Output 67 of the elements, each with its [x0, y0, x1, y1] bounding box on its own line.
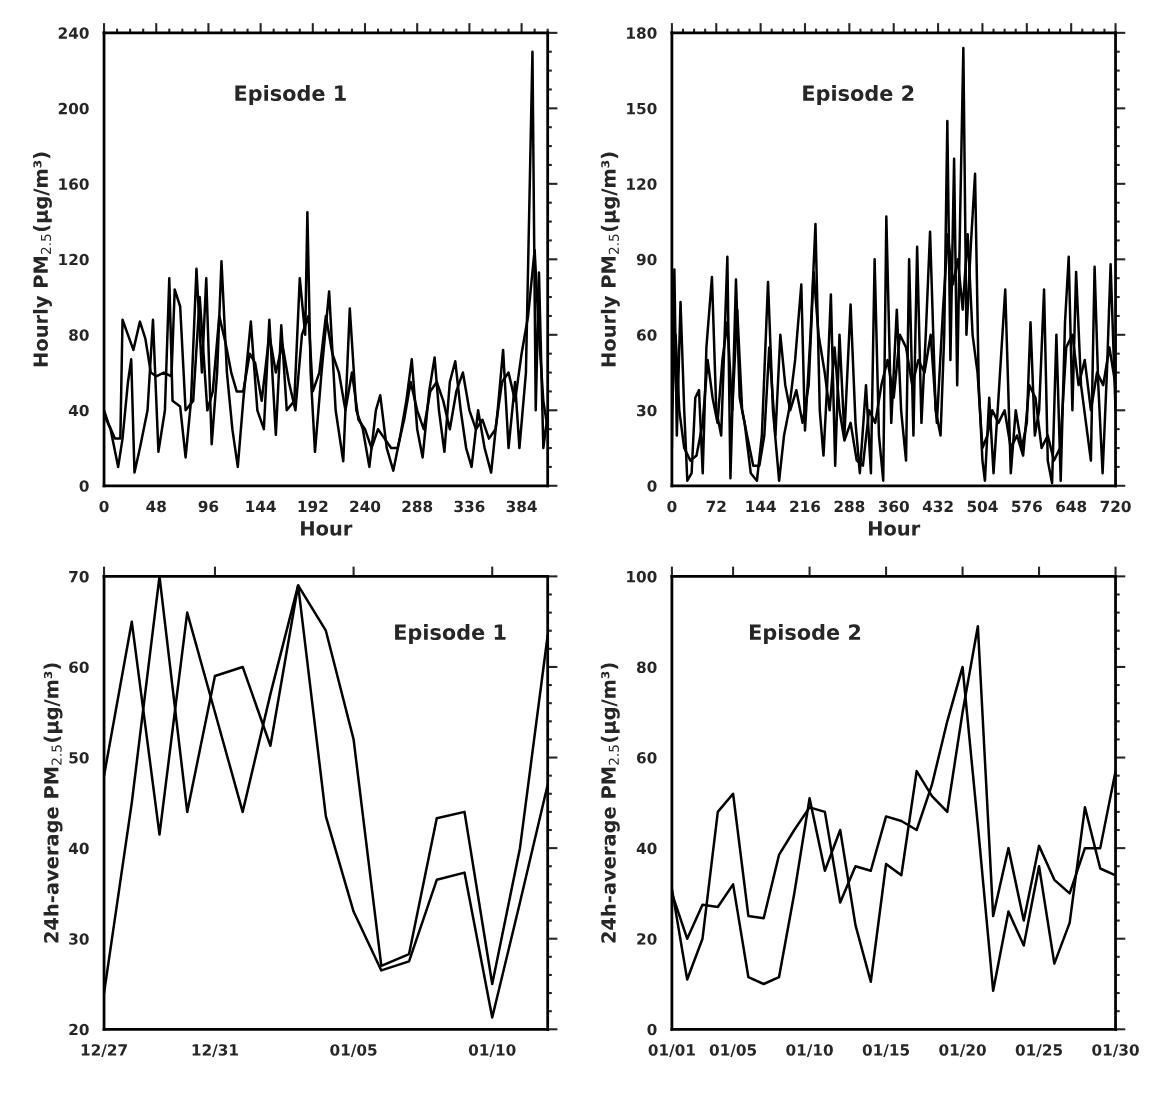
y-tick-label: 120 — [59, 253, 89, 266]
y-tick-label: 160 — [59, 178, 89, 190]
text: Episode 2 — [750, 623, 861, 645]
y-tick-label: 30 — [69, 933, 89, 945]
text: Episode 1 — [395, 623, 506, 645]
x-tick-label: 360 — [878, 500, 909, 513]
x-tick-label: 0 — [99, 500, 109, 513]
x-tick-label: 01/05 — [330, 1044, 377, 1057]
y-tick-label: 120 — [627, 178, 657, 190]
x-tick-label: 01/05 — [709, 1044, 757, 1057]
x-tick-label: 432 — [922, 500, 953, 513]
y-axis-title: Hourly PM$_{2.5}$(μg/m³) — [600, 152, 620, 367]
y-tick-label: 240 — [58, 27, 89, 39]
x-tick-label: 12/31 — [192, 1044, 238, 1057]
y-tick-label: 60 — [637, 752, 657, 764]
x-tick-label: 144 — [246, 500, 276, 512]
x-tick-label: 96 — [198, 500, 219, 513]
y-axis-title: 24h-average PM$_{2.5}$(μg/m³) — [43, 663, 63, 943]
y-tick-label: 0 — [647, 480, 657, 492]
y-tick-label: 200 — [58, 102, 89, 115]
y-tick-label: 80 — [69, 329, 89, 341]
x-tick-label: 720 — [1100, 500, 1131, 513]
x-tick-label: 72 — [706, 500, 726, 512]
y-tick-label: 0 — [79, 480, 89, 492]
y-tick-label: 60 — [637, 329, 657, 341]
y-tick-label: 40 — [68, 404, 89, 417]
x-tick-label: 144 — [746, 500, 776, 512]
x-tick-label: 504 — [967, 500, 998, 513]
x-tick-label: 12/27 — [81, 1044, 127, 1057]
x-tick-label: 01/10 — [468, 1044, 516, 1057]
x-tick-label: 01/01 — [648, 1044, 695, 1057]
y-tick-label: 20 — [637, 933, 657, 945]
y-tick-label: 60 — [69, 661, 89, 673]
x-tick-label: 216 — [790, 500, 821, 513]
y-tick-label: 20 — [69, 1023, 89, 1036]
x-tick-label: 576 — [1012, 500, 1042, 513]
x-axis-title: Hour — [301, 521, 353, 536]
y-tick-label: 90 — [636, 253, 657, 266]
x-axis-title: Hour — [868, 521, 921, 536]
x-tick-label: 01/10 — [786, 1044, 833, 1057]
x-tick-label: 648 — [1056, 500, 1087, 513]
text: Episode 2 — [803, 84, 914, 106]
y-tick-label: 40 — [636, 842, 657, 855]
y-tick-label: 180 — [627, 27, 657, 39]
y-tick-label: 70 — [69, 570, 89, 583]
x-tick-label: 192 — [298, 500, 328, 513]
x-tick-label: 336 — [454, 500, 485, 513]
x-tick-label: 0 — [667, 500, 677, 513]
y-tick-label: 40 — [68, 842, 89, 855]
text: Episode 1 — [235, 84, 346, 106]
y-axis-title: 24h-average PM$_{2.5}$(μg/m³) — [600, 663, 620, 943]
x-tick-label: 01/15 — [862, 1044, 910, 1057]
y-axis-title: Hourly PM$_{2.5}$(μg/m³) — [32, 152, 52, 367]
x-tick-label: 384 — [506, 500, 537, 513]
y-tick-label: 150 — [627, 102, 657, 115]
y-tick-label: 100 — [627, 570, 657, 583]
x-tick-label: 01/25 — [1015, 1044, 1063, 1057]
x-tick-label: 01/30 — [1092, 1044, 1139, 1057]
x-tick-label: 288 — [402, 500, 433, 513]
x-tick-label: 240 — [350, 500, 381, 513]
y-tick-label: 50 — [69, 752, 89, 764]
x-tick-label: 01/20 — [939, 1044, 986, 1057]
y-tick-label: 80 — [636, 661, 657, 673]
y-tick-label: 0 — [647, 1023, 657, 1036]
y-tick-label: 30 — [637, 404, 657, 417]
x-tick-label: 48 — [146, 500, 166, 513]
x-tick-label: 288 — [834, 500, 865, 513]
